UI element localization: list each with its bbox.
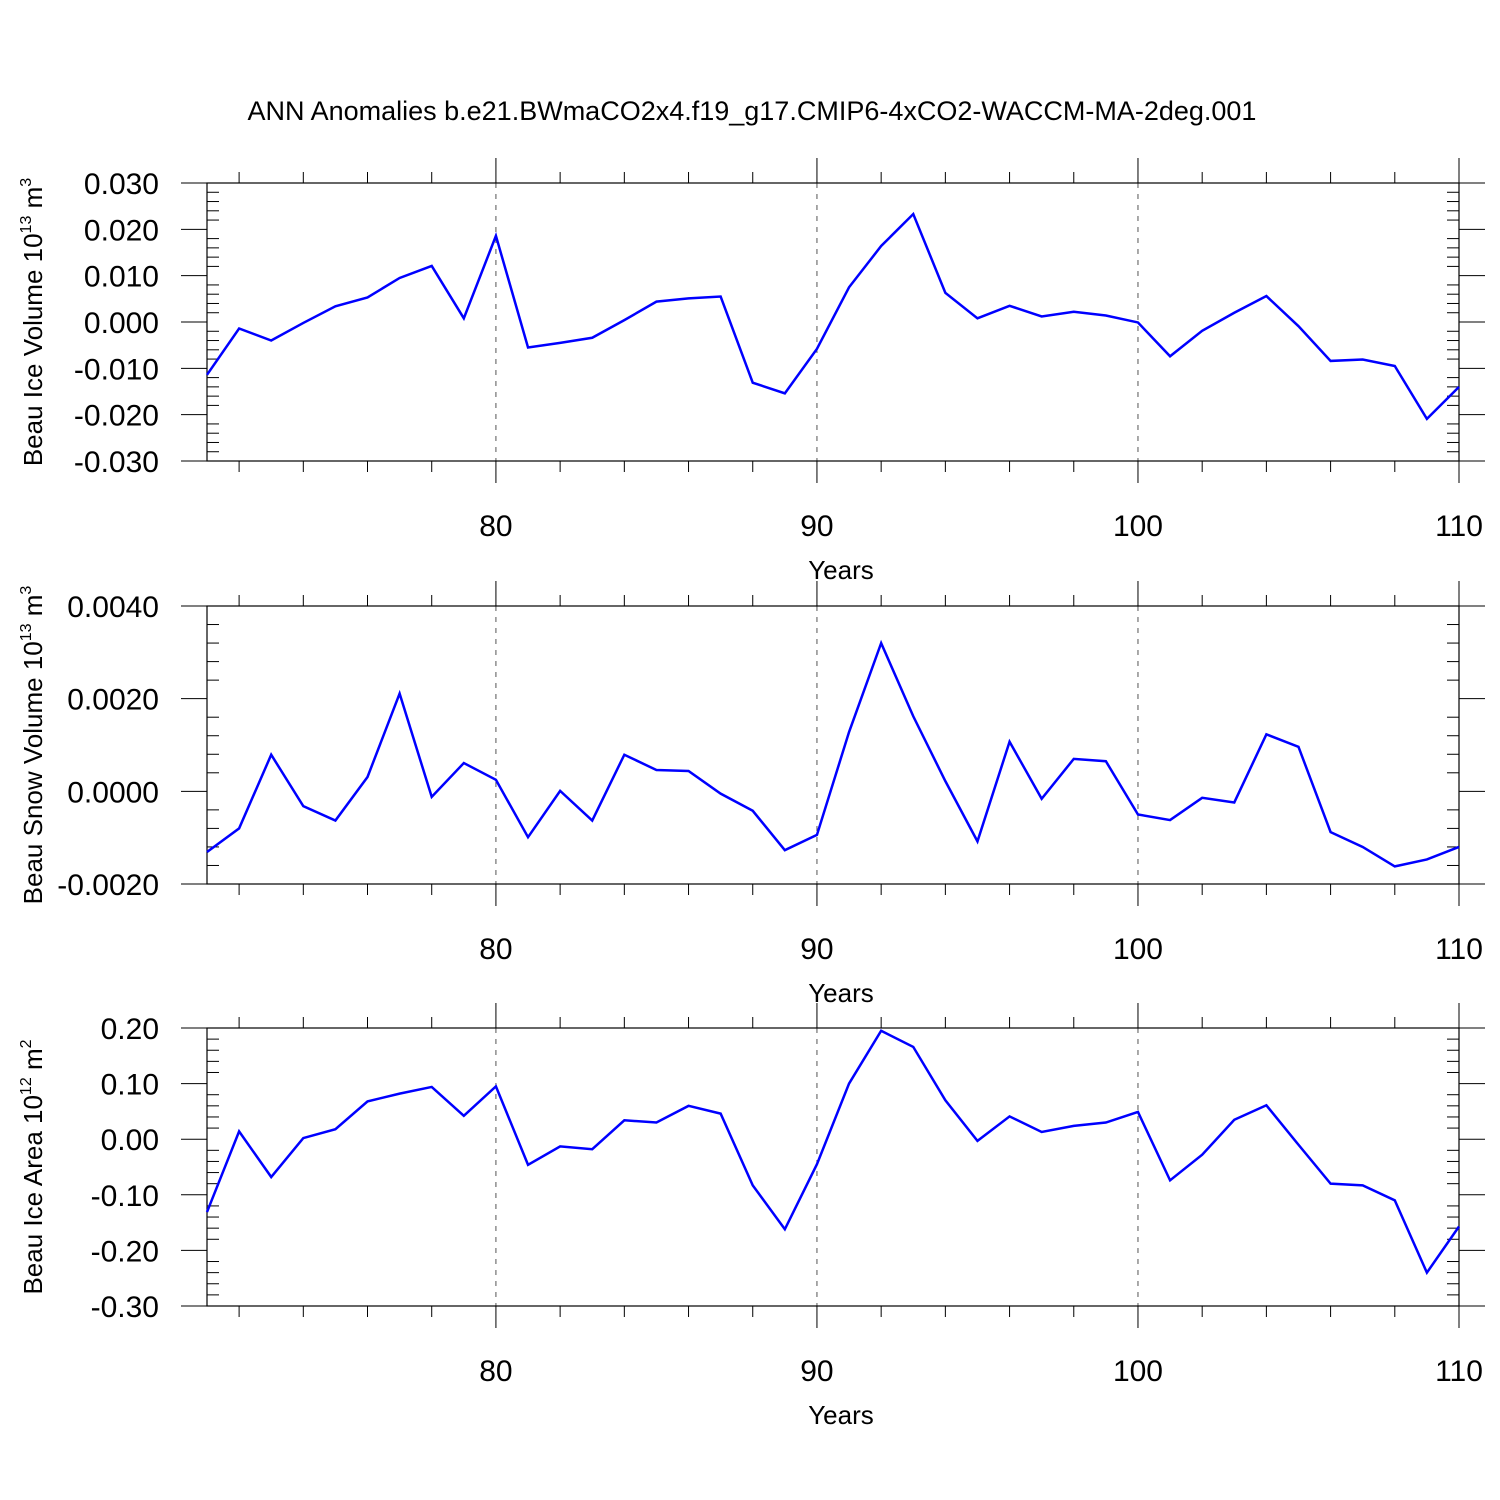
x-tick-label: 90 [800, 510, 833, 543]
y-tick-label: 0.20 [101, 1013, 159, 1046]
panel-3: 80 90 100 110 -0.30 -0.20 -0.10 0.00 0.10 0.20 Yea… [18, 1003, 1485, 1430]
x-tick-label: 80 [479, 1355, 512, 1388]
y-tick-label: -0.010 [74, 353, 159, 386]
y-axis-label-part: Beau Snow Volume 10 [18, 641, 48, 904]
y-tick-label: -0.20 [91, 1235, 159, 1268]
x-axis-label: Years [808, 1400, 874, 1430]
x-tick-label: 110 [1435, 933, 1483, 966]
y-tick-label: -0.10 [91, 1180, 159, 1213]
y-tick-label: 0.0020 [67, 684, 159, 717]
plot-frame [206, 182, 1460, 462]
y-tick-label: 0.010 [84, 261, 159, 294]
y-axis-label-part: 2 [18, 1039, 35, 1048]
y-axis-label: Beau Snow Volume 1013 m3 [18, 586, 48, 905]
y-tick-label: 0.00 [101, 1124, 159, 1157]
x-tick-label: 110 [1435, 510, 1483, 543]
y-axis-label-part: m [18, 1048, 48, 1077]
y-axis-label-part: 13 [18, 623, 35, 641]
x-tick-label: 100 [1113, 1355, 1163, 1388]
y-axis-label: Beau Ice Area 1012 m2 [18, 1039, 48, 1294]
series-line [205, 1029, 1461, 1276]
y-axis-label-part: 3 [18, 178, 35, 187]
y-tick-label: 0.0000 [67, 776, 159, 809]
y-axis-label-part: 13 [18, 216, 35, 234]
y-tick-label: 0.030 [84, 168, 159, 201]
x-tick-label: 90 [800, 933, 833, 966]
y-tick-label: 0.000 [84, 307, 159, 340]
y-axis-label-part: 3 [18, 586, 35, 595]
y-axis-label-part: Beau Ice Volume 10 [18, 233, 48, 466]
y-tick-label: 0.10 [101, 1069, 159, 1102]
y-tick-label: -0.0020 [57, 869, 159, 902]
y-axis-label-part: 12 [18, 1077, 35, 1095]
x-tick-label: 100 [1113, 510, 1163, 543]
y-tick-label: 0.020 [84, 214, 159, 247]
y-axis-label-part: Beau Ice Area 10 [18, 1095, 48, 1294]
y-axis-label-part: m [18, 187, 48, 216]
x-tick-label: 80 [479, 510, 512, 543]
x-axis-label: Years [808, 978, 874, 1008]
x-axis-label: Years [808, 555, 874, 585]
x-tick-label: 90 [800, 1355, 833, 1388]
x-tick-label: 80 [479, 933, 512, 966]
y-axis-label: Beau Ice Volume 1013 m3 [18, 178, 48, 466]
x-tick-label: 100 [1113, 933, 1163, 966]
series-line [206, 639, 1460, 868]
y-tick-label: -0.020 [74, 400, 159, 433]
y-tick-label: 0.0040 [67, 591, 159, 624]
x-tick-label: 110 [1435, 1355, 1483, 1388]
plot-frame [206, 1027, 1460, 1307]
panel-1: 80 90 100 110 -0.030 -0.020 -0.010 0.000 0.010 0.… [18, 158, 1485, 585]
figure-title: ANN Anomalies b.e21.BWmaCO2x4.f19_g17.CM… [248, 96, 1257, 126]
y-tick-label: -0.30 [91, 1291, 159, 1324]
panel-2: 80 90 100 110 -0.0020 0.0000 0.0020 0.0040 Years… [18, 581, 1485, 1008]
y-axis-label-part: m [18, 595, 48, 624]
plot-frame [206, 605, 1460, 885]
y-tick-label: -0.030 [74, 446, 159, 479]
series-line [205, 211, 1460, 421]
